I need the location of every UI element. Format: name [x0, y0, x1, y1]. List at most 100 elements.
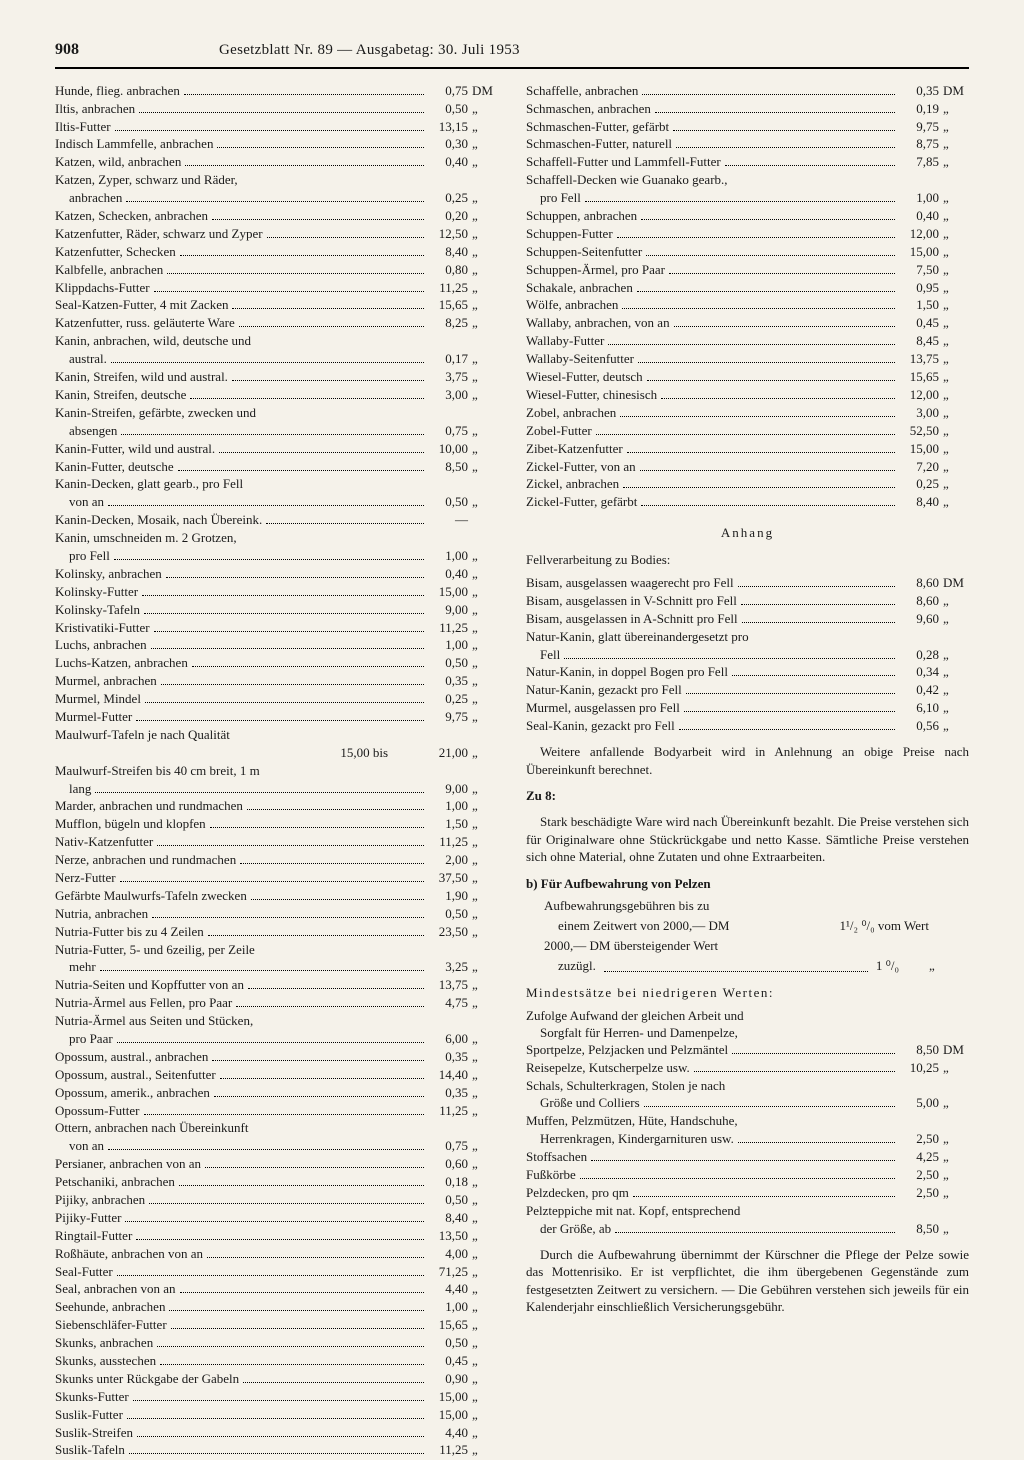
price-row: Wiesel-Futter, chinesisch12,00„ [526, 387, 969, 404]
price-row: Iltis-Futter13,15„ [55, 119, 498, 136]
price-unit: „ [943, 333, 969, 350]
price-unit: „ [472, 1246, 498, 1263]
price-label: Klippdachs-Futter [55, 280, 150, 297]
leader-dots [207, 1257, 424, 1258]
price-row: Kanin-Decken, glatt gearb., pro Fell [55, 476, 498, 493]
price-unit: „ [472, 494, 498, 511]
price-label: Schaffelle, anbrachen [526, 83, 638, 100]
price-unit: „ [943, 494, 969, 511]
price-row: Schals, Schulterkragen, Stolen je nach [526, 1078, 969, 1095]
price-row: Suslik-Streifen4,40„ [55, 1425, 498, 1442]
price-unit: „ [472, 566, 498, 583]
price-label: Fell [540, 647, 560, 664]
price-value: 15,00 [428, 1389, 468, 1406]
leader-dots [738, 1142, 895, 1143]
price-label: Schals, Schulterkragen, Stolen je nach [526, 1078, 725, 1095]
leader-dots [661, 398, 895, 399]
price-value: 21,00 [428, 745, 468, 762]
price-value: 15,00 [899, 244, 939, 261]
price-row: Katzenfutter, Schecken8,40„ [55, 244, 498, 261]
leader-dots [615, 1232, 895, 1233]
price-row: Bisam, ausgelassen in V-Schnitt pro Fell… [526, 593, 969, 610]
price-value: 1,00 [899, 190, 939, 207]
price-row: Schmaschen-Futter, gefärbt9,75„ [526, 119, 969, 136]
price-row: Kolinsky, anbrachen0,40„ [55, 566, 498, 583]
price-value: 0,40 [428, 154, 468, 171]
zu8-title: Zu 8: [526, 788, 969, 805]
leader-dots [179, 1185, 424, 1186]
price-unit: „ [472, 119, 498, 136]
price-row: Zickel-Futter, gefärbt8,40„ [526, 494, 969, 511]
leader-dots [247, 809, 424, 810]
price-value: 8,60 [899, 593, 939, 610]
price-row: Seal-Futter71,25„ [55, 1264, 498, 1281]
price-unit: „ [943, 387, 969, 404]
price-value: 9,75 [428, 709, 468, 726]
price-unit: „ [472, 1138, 498, 1155]
price-unit: „ [472, 1085, 498, 1102]
price-value: 12,50 [428, 226, 468, 243]
price-row: Klippdachs-Futter11,25„ [55, 280, 498, 297]
price-label: Nutria-Futter, 5- und 6zeilig, per Zeile [55, 942, 255, 959]
price-unit: „ [472, 1067, 498, 1084]
price-unit: „ [472, 870, 498, 887]
price-row: Natur-Kanin, gezackt pro Fell0,42„ [526, 682, 969, 699]
price-value: 10,25 [899, 1060, 939, 1077]
price-row: Kanin, Streifen, wild und austral.3,75„ [55, 369, 498, 386]
leader-dots [642, 94, 895, 95]
price-label: Zobel-Futter [526, 423, 592, 440]
price-row: Bisam, ausgelassen in A-Schnitt pro Fell… [526, 611, 969, 628]
price-label: Zickel, anbrachen [526, 476, 619, 493]
price-unit: „ [943, 1149, 969, 1166]
price-value: 0,19 [899, 101, 939, 118]
price-label: Bisam, ausgelassen in V-Schnitt pro Fell [526, 593, 737, 610]
price-row: Kanin-Futter, deutsche8,50„ [55, 459, 498, 476]
price-label: Seehunde, anbrachen [55, 1299, 165, 1316]
price-unit: „ [472, 798, 498, 815]
price-value: 15,00 [428, 584, 468, 601]
price-unit: „ [472, 1389, 498, 1406]
price-label: Wölfe, anbrachen [526, 297, 618, 314]
price-row: Roßhäute, anbrachen von an4,00„ [55, 1246, 498, 1263]
leader-dots [160, 1364, 424, 1365]
leader-dots [219, 452, 424, 453]
price-value: 9,75 [899, 119, 939, 136]
price-value: 5,00 [899, 1095, 939, 1112]
price-value: 0,45 [899, 315, 939, 332]
price-row: Herrenkragen, Kindergarnituren usw.2,50„ [526, 1131, 969, 1148]
price-row: Nutria, anbrachen0,50„ [55, 906, 498, 923]
leader-dots [220, 1078, 424, 1079]
price-value: 7,20 [899, 459, 939, 476]
price-value: 15,00 [899, 441, 939, 458]
anhang-subtitle: Fellverarbeitung zu Bodies: [526, 552, 969, 569]
price-row: Nutria-Ärmel aus Fellen, pro Paar4,75„ [55, 995, 498, 1012]
min-rates-title: Mindestsätze bei niedrigeren Werten: [526, 985, 969, 1002]
price-label: Nutria, anbrachen [55, 906, 148, 923]
page-number: 908 [55, 40, 79, 61]
price-row: Ringtail-Futter13,50„ [55, 1228, 498, 1245]
price-unit: „ [472, 745, 498, 762]
price-label: Nerze, anbrachen und rundmachen [55, 852, 236, 869]
min-intro-1: Zufolge Aufwand der gleichen Arbeit und [526, 1008, 969, 1025]
leader-dots [266, 523, 424, 524]
price-label: Seal, anbrachen von an [55, 1281, 176, 1298]
leader-dots [633, 1196, 895, 1197]
price-value: 0,50 [428, 906, 468, 923]
price-row: Indisch Lammfelle, anbrachen0,30„ [55, 136, 498, 153]
leader-dots [248, 988, 424, 989]
price-unit: „ [943, 1221, 969, 1238]
leader-dots [240, 863, 424, 864]
price-value: — [428, 512, 468, 529]
price-label: Muffen, Pelzmützen, Hüte, Handschuhe, [526, 1113, 738, 1130]
price-value: 0,56 [899, 718, 939, 735]
price-value: 11,25 [428, 620, 468, 637]
price-unit: „ [472, 315, 498, 332]
price-value: 0,17 [428, 351, 468, 368]
price-label: Ottern, anbrachen nach Übereinkunft [55, 1120, 248, 1137]
price-row: Pijiky, anbrachen0,50„ [55, 1192, 498, 1209]
price-row: Skunks, anbrachen0,50„ [55, 1335, 498, 1352]
price-unit: „ [472, 387, 498, 404]
price-unit: „ [472, 834, 498, 851]
price-value: 7,85 [899, 154, 939, 171]
leader-dots [108, 1149, 424, 1150]
